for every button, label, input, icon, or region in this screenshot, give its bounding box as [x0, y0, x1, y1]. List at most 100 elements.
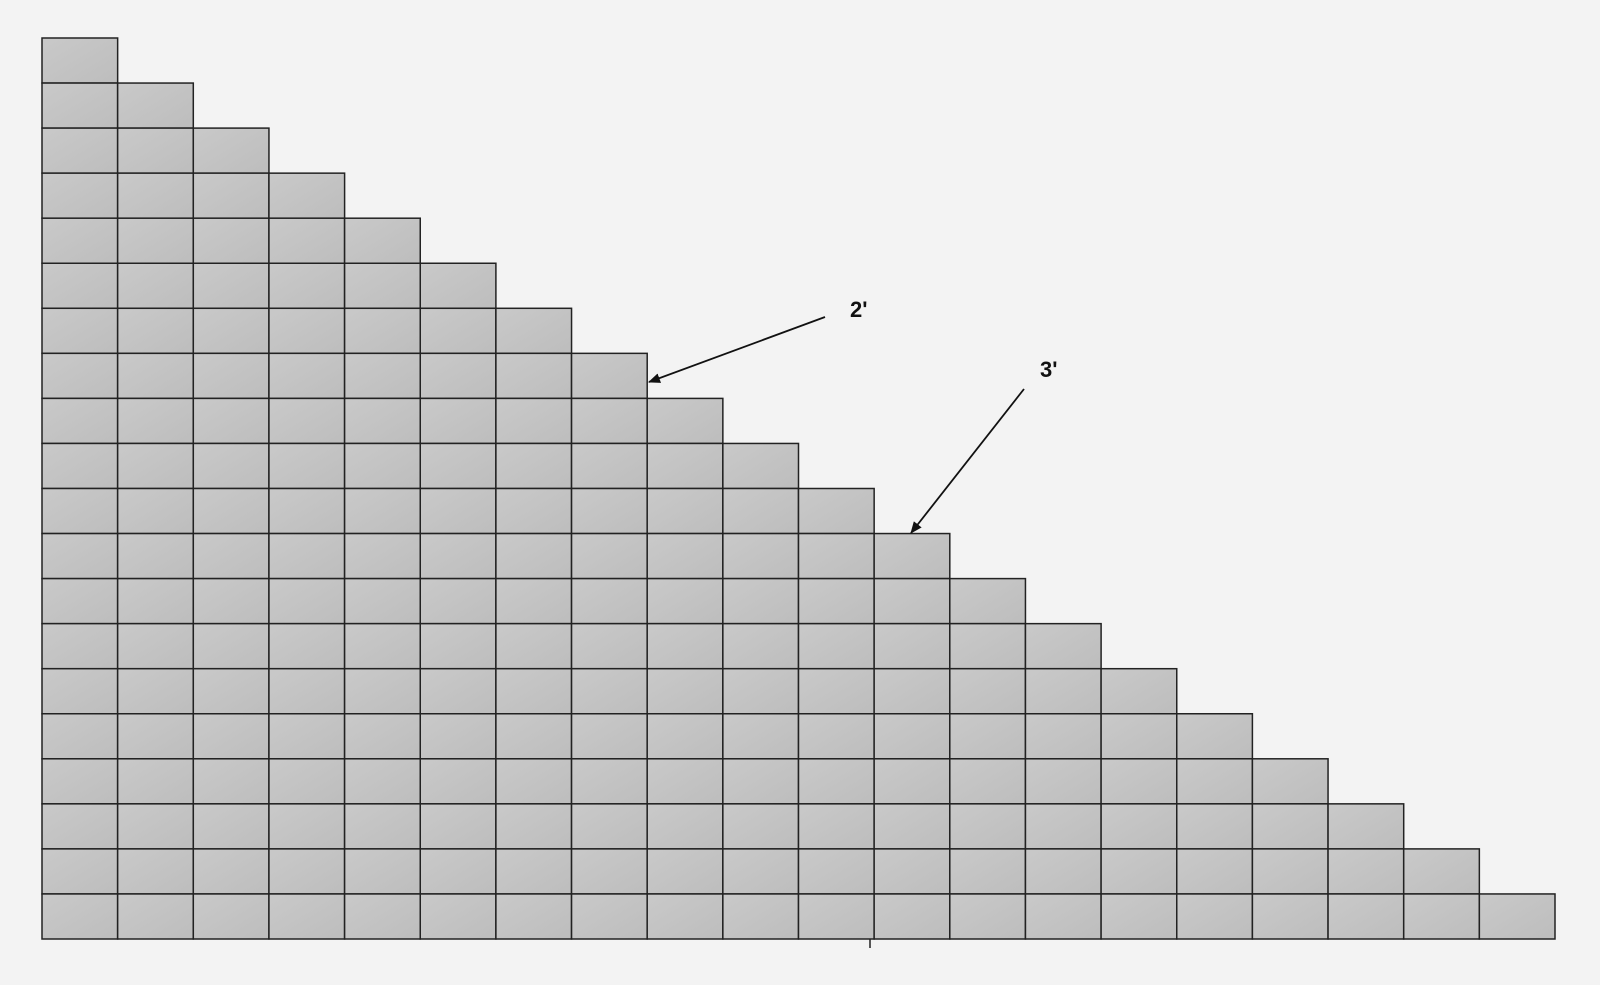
cell — [1251, 803, 1329, 850]
cell — [116, 577, 195, 625]
cell — [419, 893, 497, 940]
cell — [41, 37, 119, 84]
cell — [192, 577, 270, 625]
cell — [41, 262, 119, 310]
cell — [116, 172, 195, 219]
cell — [268, 172, 346, 219]
cell — [41, 217, 119, 264]
cell — [646, 577, 724, 625]
cell — [343, 352, 422, 400]
cell — [1100, 713, 1178, 760]
cell — [722, 758, 800, 805]
cell — [343, 532, 422, 580]
cell — [419, 848, 497, 895]
cell — [41, 307, 119, 355]
cell — [343, 848, 422, 895]
cell — [495, 577, 573, 625]
cell — [116, 758, 195, 805]
cell — [570, 487, 648, 535]
cell — [1176, 758, 1254, 805]
cell — [873, 577, 951, 625]
cell — [797, 487, 875, 535]
staircase-grid — [41, 37, 1556, 940]
cell — [268, 217, 346, 264]
cell — [873, 622, 951, 670]
cell — [570, 713, 648, 760]
cell — [646, 397, 724, 445]
cell — [722, 803, 800, 850]
cell — [495, 442, 573, 490]
arrow — [648, 316, 826, 383]
cell — [268, 532, 346, 580]
cell — [495, 713, 573, 760]
cell — [192, 667, 270, 715]
cell — [722, 577, 800, 625]
cell — [646, 622, 724, 670]
cell — [343, 397, 422, 445]
cell — [1327, 803, 1405, 850]
cell — [1024, 893, 1102, 940]
cell — [41, 622, 119, 670]
cell — [797, 803, 875, 850]
cell — [949, 667, 1027, 715]
cell — [343, 307, 422, 355]
cell — [116, 397, 195, 445]
cell — [192, 622, 270, 670]
cell — [722, 487, 800, 535]
cell — [1024, 622, 1102, 670]
cell — [343, 758, 422, 805]
cell — [419, 262, 497, 310]
cell — [268, 713, 346, 760]
cell — [41, 758, 119, 805]
cell — [419, 307, 497, 355]
cell — [419, 803, 497, 850]
cell — [419, 667, 497, 715]
cell — [570, 532, 648, 580]
cell — [192, 848, 270, 895]
cell — [797, 622, 875, 670]
cell — [1327, 848, 1405, 895]
cell — [1176, 803, 1254, 850]
cell — [797, 758, 875, 805]
cell — [192, 397, 270, 445]
cell — [41, 667, 119, 715]
cell — [41, 397, 119, 445]
cell — [1251, 848, 1329, 895]
cell — [268, 667, 346, 715]
cell — [495, 487, 573, 535]
cell — [1327, 893, 1405, 940]
cell — [1402, 848, 1481, 895]
cell — [1024, 803, 1102, 850]
cell — [268, 442, 346, 490]
cell — [570, 848, 648, 895]
cell — [116, 82, 195, 129]
cell — [268, 397, 346, 445]
cell — [192, 217, 270, 264]
cell — [873, 713, 951, 760]
cell — [116, 848, 195, 895]
cell — [646, 758, 724, 805]
cell — [41, 82, 119, 129]
cell — [646, 803, 724, 850]
cell — [192, 893, 270, 940]
cell — [343, 217, 422, 264]
cell — [268, 577, 346, 625]
cell — [1176, 713, 1254, 760]
cell — [41, 352, 119, 400]
cell — [495, 397, 573, 445]
cell — [1024, 713, 1102, 760]
cell — [646, 487, 724, 535]
cell — [1402, 893, 1481, 940]
cell — [949, 848, 1027, 895]
cell — [1100, 803, 1178, 850]
cell — [873, 532, 951, 580]
cell — [268, 758, 346, 805]
cell — [570, 803, 648, 850]
cell — [419, 442, 497, 490]
cell — [646, 893, 724, 940]
cell — [646, 532, 724, 580]
cell — [41, 848, 119, 895]
cell — [949, 713, 1027, 760]
cell — [873, 893, 951, 940]
